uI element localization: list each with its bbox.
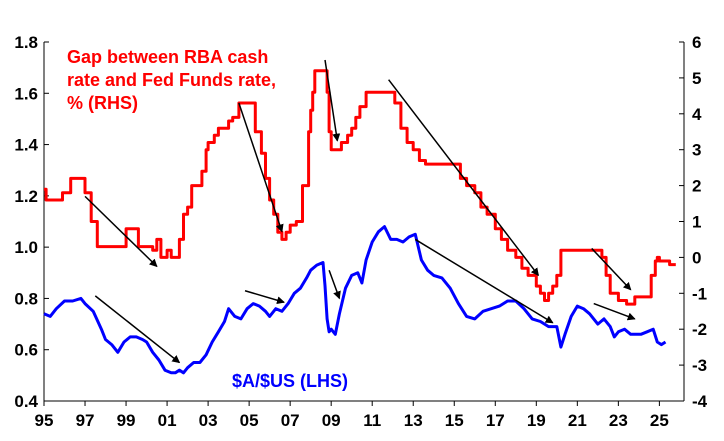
right-tick-label: 3 (692, 141, 701, 160)
trend-arrow (238, 102, 284, 233)
trend-arrow (244, 290, 285, 305)
trend-arrow (414, 238, 554, 324)
right-tick-label: -4 (692, 392, 708, 411)
trend-arrow (388, 79, 539, 277)
left-tick-label: 1.4 (14, 136, 38, 155)
x-tick-label: 01 (158, 411, 177, 430)
trend-arrow (84, 195, 158, 268)
trend-arrow (593, 302, 636, 321)
left-tick-label: 1.2 (14, 187, 38, 206)
right-tick-label: 4 (692, 105, 702, 124)
x-tick-label: 23 (609, 411, 628, 430)
aud-usd-series-line (43, 225, 667, 375)
right-axis-ticks: -4 -3 -2 -1 0 1 2 3 4 5 6 (679, 33, 708, 411)
gap-annotation-line-1: Gap between RBA cash (67, 47, 268, 67)
x-tick-label: 17 (486, 411, 505, 430)
right-tick-label: -2 (692, 320, 707, 339)
x-tick-label: 99 (117, 411, 136, 430)
right-tick-label: 5 (692, 69, 701, 88)
x-tick-label: 97 (76, 411, 95, 430)
x-tick-label: 05 (240, 411, 259, 430)
right-tick-label: 6 (692, 33, 701, 52)
x-tick-label: 13 (404, 411, 423, 430)
gap-annotation-line-3: % (RHS) (67, 93, 138, 113)
left-tick-label: 0.6 (14, 341, 38, 360)
trend-arrow (591, 247, 632, 291)
gap-annotation: Gap between RBA cash rate and Fed Funds … (67, 47, 276, 113)
right-tick-label: -3 (692, 356, 707, 375)
trend-arrow (328, 269, 341, 300)
left-tick-label: 0.8 (14, 289, 38, 308)
x-tick-label: 07 (281, 411, 300, 430)
left-tick-label: 1.8 (14, 33, 38, 52)
x-tick-label: 03 (199, 411, 218, 430)
left-tick-label: 0.4 (14, 392, 38, 411)
trend-arrow (324, 59, 341, 142)
x-tick-label: 95 (35, 411, 54, 430)
x-tick-label: 25 (650, 411, 669, 430)
x-tick-label: 15 (445, 411, 464, 430)
rate-gap-series-line (44, 69, 676, 306)
series-layer (43, 69, 676, 375)
right-tick-label: 1 (692, 213, 701, 232)
left-tick-label: 1.6 (14, 84, 38, 103)
gap-annotation-line-2: rate and Fed Funds rate, (67, 70, 276, 90)
right-tick-label: 0 (692, 248, 701, 267)
trend-arrows (84, 59, 636, 364)
right-tick-label: -1 (692, 284, 707, 303)
x-tick-label: 19 (527, 411, 546, 430)
left-tick-label: 1.0 (14, 238, 38, 257)
aud-annotation: $A/$US (LHS) (232, 371, 348, 391)
trend-arrow (94, 295, 181, 364)
plot-frame (43, 42, 685, 402)
x-tick-label: 21 (568, 411, 587, 430)
x-tick-label: 11 (363, 411, 381, 430)
right-tick-label: 2 (692, 177, 701, 196)
x-tick-label: 09 (322, 411, 341, 430)
x-axis-ticks: 95 97 99 01 03 05 07 09 11 13 15 17 19 21 23 25 (35, 401, 669, 430)
left-axis-ticks: 0.4 0.6 0.8 1.0 1.2 1.4 1.6 1.8 (14, 33, 49, 411)
